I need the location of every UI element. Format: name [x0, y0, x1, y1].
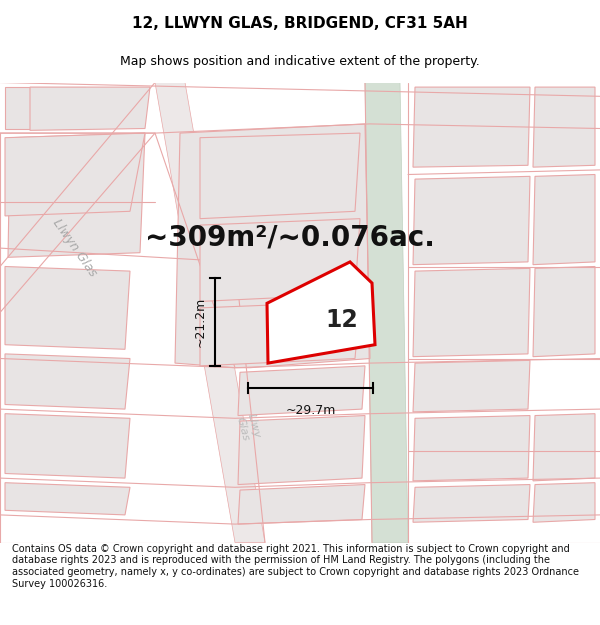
Text: Llwyn Glas: Llwyn Glas — [50, 217, 100, 279]
Polygon shape — [533, 414, 595, 481]
Text: Map shows position and indicative extent of the property.: Map shows position and indicative extent… — [120, 56, 480, 68]
Polygon shape — [8, 133, 145, 258]
Text: ~309m²/~0.076ac.: ~309m²/~0.076ac. — [145, 223, 435, 251]
Text: 12: 12 — [325, 308, 358, 332]
Text: Llwy
Glas: Llwy Glas — [235, 412, 262, 442]
Polygon shape — [533, 174, 595, 264]
Text: Contains OS data © Crown copyright and database right 2021. This information is : Contains OS data © Crown copyright and d… — [12, 544, 579, 589]
Polygon shape — [413, 484, 530, 522]
Polygon shape — [5, 266, 130, 349]
Polygon shape — [200, 301, 360, 366]
Polygon shape — [5, 414, 130, 478]
Polygon shape — [533, 87, 595, 167]
Polygon shape — [533, 266, 595, 357]
Polygon shape — [413, 268, 530, 357]
Polygon shape — [200, 219, 360, 301]
Polygon shape — [533, 482, 595, 522]
Polygon shape — [238, 484, 365, 524]
Polygon shape — [413, 176, 530, 264]
Text: ~29.7m: ~29.7m — [286, 404, 335, 418]
Polygon shape — [413, 87, 530, 167]
Polygon shape — [5, 133, 145, 216]
Polygon shape — [238, 416, 365, 484]
Polygon shape — [5, 482, 130, 515]
Polygon shape — [365, 82, 408, 542]
Polygon shape — [238, 366, 365, 416]
Polygon shape — [175, 124, 370, 368]
Text: ~21.2m: ~21.2m — [194, 297, 207, 347]
Polygon shape — [413, 416, 530, 481]
Polygon shape — [200, 133, 360, 219]
Polygon shape — [5, 354, 130, 409]
Polygon shape — [30, 87, 150, 131]
Polygon shape — [5, 87, 85, 129]
Polygon shape — [267, 262, 375, 363]
Polygon shape — [155, 82, 265, 542]
Text: 12, LLWYN GLAS, BRIDGEND, CF31 5AH: 12, LLWYN GLAS, BRIDGEND, CF31 5AH — [132, 16, 468, 31]
Polygon shape — [413, 361, 530, 412]
